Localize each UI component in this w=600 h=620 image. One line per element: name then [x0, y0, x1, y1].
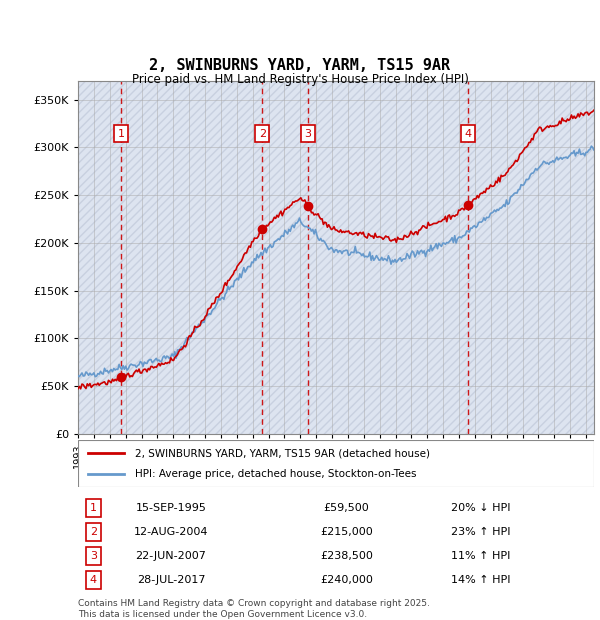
- Text: 1: 1: [118, 128, 125, 139]
- Text: £238,500: £238,500: [320, 551, 373, 561]
- Text: 12-AUG-2004: 12-AUG-2004: [134, 527, 208, 537]
- Text: 2, SWINBURNS YARD, YARM, TS15 9AR: 2, SWINBURNS YARD, YARM, TS15 9AR: [149, 58, 451, 73]
- Text: 23% ↑ HPI: 23% ↑ HPI: [451, 527, 510, 537]
- Text: Price paid vs. HM Land Registry's House Price Index (HPI): Price paid vs. HM Land Registry's House …: [131, 73, 469, 86]
- Text: £215,000: £215,000: [320, 527, 373, 537]
- Text: 4: 4: [464, 128, 472, 139]
- Text: £240,000: £240,000: [320, 575, 373, 585]
- Text: £59,500: £59,500: [323, 503, 369, 513]
- Text: HPI: Average price, detached house, Stockton-on-Tees: HPI: Average price, detached house, Stoc…: [135, 469, 416, 479]
- Text: 22-JUN-2007: 22-JUN-2007: [136, 551, 206, 561]
- Text: 20% ↓ HPI: 20% ↓ HPI: [451, 503, 510, 513]
- Text: 4: 4: [90, 575, 97, 585]
- Text: 2: 2: [259, 128, 266, 139]
- Text: Contains HM Land Registry data © Crown copyright and database right 2025.
This d: Contains HM Land Registry data © Crown c…: [78, 599, 430, 619]
- Text: 3: 3: [304, 128, 311, 139]
- Text: 3: 3: [90, 551, 97, 561]
- Text: 28-JUL-2017: 28-JUL-2017: [137, 575, 205, 585]
- Text: 14% ↑ HPI: 14% ↑ HPI: [451, 575, 510, 585]
- Text: 2: 2: [90, 527, 97, 537]
- Text: 2, SWINBURNS YARD, YARM, TS15 9AR (detached house): 2, SWINBURNS YARD, YARM, TS15 9AR (detac…: [135, 448, 430, 458]
- Text: 1: 1: [90, 503, 97, 513]
- Text: 15-SEP-1995: 15-SEP-1995: [136, 503, 206, 513]
- Text: 11% ↑ HPI: 11% ↑ HPI: [451, 551, 510, 561]
